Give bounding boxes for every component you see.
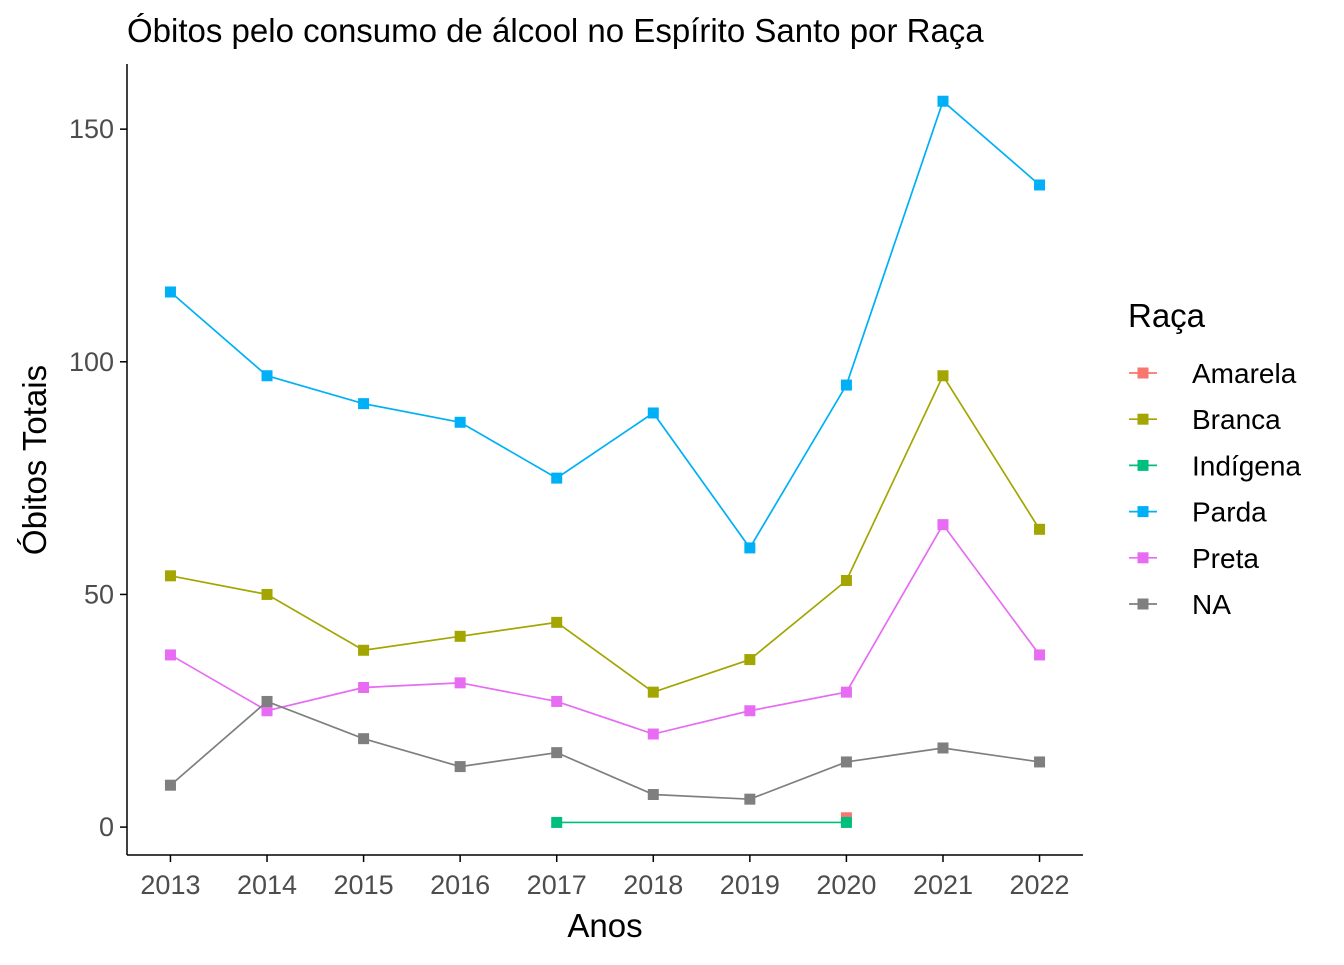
legend-label: Amarela — [1192, 358, 1297, 389]
data-point — [840, 379, 852, 391]
legend-label: Branca — [1192, 404, 1281, 435]
data-point — [840, 816, 852, 828]
data-point — [744, 793, 756, 805]
data-point — [840, 686, 852, 698]
data-point — [358, 681, 370, 693]
data-point — [358, 644, 370, 656]
data-point — [551, 472, 563, 484]
legend-item-preta: Preta — [1129, 543, 1259, 574]
x-tick-label: 2013 — [140, 870, 200, 900]
chart-title: Óbitos pelo consumo de álcool no Espírit… — [127, 12, 984, 49]
legend-item-na: NA — [1129, 589, 1231, 620]
legend-key-marker — [1137, 598, 1149, 610]
axis-ticks: 2013 2014 2015 2016 2017 2018 2019 2020 2021 2022… — [69, 114, 1070, 900]
legend-label: NA — [1192, 589, 1231, 620]
legend-item-parda: Parda — [1129, 497, 1267, 528]
series-indígena — [551, 816, 852, 828]
series-parda — [164, 95, 1046, 554]
data-point — [744, 654, 756, 666]
legend-item-branca: Branca — [1129, 404, 1281, 435]
legend-key-marker — [1137, 413, 1149, 425]
legend-title: Raça — [1128, 297, 1206, 334]
data-point — [551, 616, 563, 628]
x-tick-label: 2020 — [816, 870, 876, 900]
x-tick-label: 2019 — [720, 870, 780, 900]
data-point — [164, 649, 176, 661]
data-point — [454, 416, 466, 428]
x-tick-label: 2021 — [913, 870, 973, 900]
x-tick-label: 2022 — [1010, 870, 1070, 900]
y-tick-label: 0 — [99, 812, 114, 842]
series-preta — [164, 519, 1046, 740]
data-point — [744, 542, 756, 554]
data-point — [261, 695, 273, 707]
legend-key-marker — [1137, 506, 1149, 518]
y-tick-label: 100 — [69, 347, 114, 377]
data-point — [164, 286, 176, 298]
legend-item-indígena: Indígena — [1129, 450, 1301, 481]
data-point — [647, 407, 659, 419]
x-tick-label: 2018 — [623, 870, 683, 900]
data-point — [1034, 756, 1046, 768]
data-point — [744, 705, 756, 717]
data-point — [551, 747, 563, 759]
legend-label: Indígena — [1192, 450, 1301, 481]
data-point — [551, 816, 563, 828]
data-point — [840, 574, 852, 586]
series-line — [170, 373, 1041, 694]
x-axis-title: Anos — [567, 907, 642, 944]
legend-key-marker — [1137, 552, 1149, 564]
series-line — [169, 700, 1040, 801]
y-tick-label: 150 — [69, 114, 114, 144]
x-tick-label: 2014 — [237, 870, 297, 900]
legend-label: Preta — [1192, 543, 1259, 574]
data-point — [164, 570, 176, 582]
x-tick-label: 2015 — [334, 870, 394, 900]
data-point — [1034, 649, 1046, 661]
legend-item-amarela: Amarela — [1129, 358, 1297, 389]
data-point — [164, 779, 176, 791]
plot-area — [164, 95, 1046, 828]
axes — [126, 64, 1083, 856]
series-line — [170, 523, 1041, 735]
data-point — [454, 630, 466, 642]
data-point — [647, 686, 659, 698]
series-na — [164, 695, 1046, 805]
data-point — [261, 705, 273, 717]
x-tick-label: 2017 — [527, 870, 587, 900]
data-point — [261, 370, 273, 382]
data-point — [1034, 179, 1046, 191]
x-tick-label: 2016 — [430, 870, 490, 900]
data-point — [551, 695, 563, 707]
legend-key-marker — [1137, 459, 1149, 471]
data-point — [261, 588, 273, 600]
data-point — [358, 733, 370, 745]
data-point — [937, 95, 949, 107]
legend-key-marker — [1137, 367, 1149, 379]
data-point — [454, 761, 466, 773]
data-point — [840, 756, 852, 768]
data-point — [647, 728, 659, 740]
legend-label: Parda — [1192, 497, 1267, 528]
series-branca — [164, 370, 1046, 698]
legend: Raça Amarela Branca Indígena Parda Preta NA — [1128, 297, 1301, 620]
y-axis-title: Óbitos Totais — [16, 365, 53, 555]
data-point — [937, 742, 949, 754]
data-point — [358, 398, 370, 410]
data-point — [937, 519, 949, 531]
data-point — [1034, 523, 1046, 535]
data-point — [647, 789, 659, 801]
y-tick-label: 50 — [84, 579, 114, 609]
data-point — [937, 370, 949, 382]
series-line — [169, 99, 1041, 550]
data-point — [454, 677, 466, 689]
